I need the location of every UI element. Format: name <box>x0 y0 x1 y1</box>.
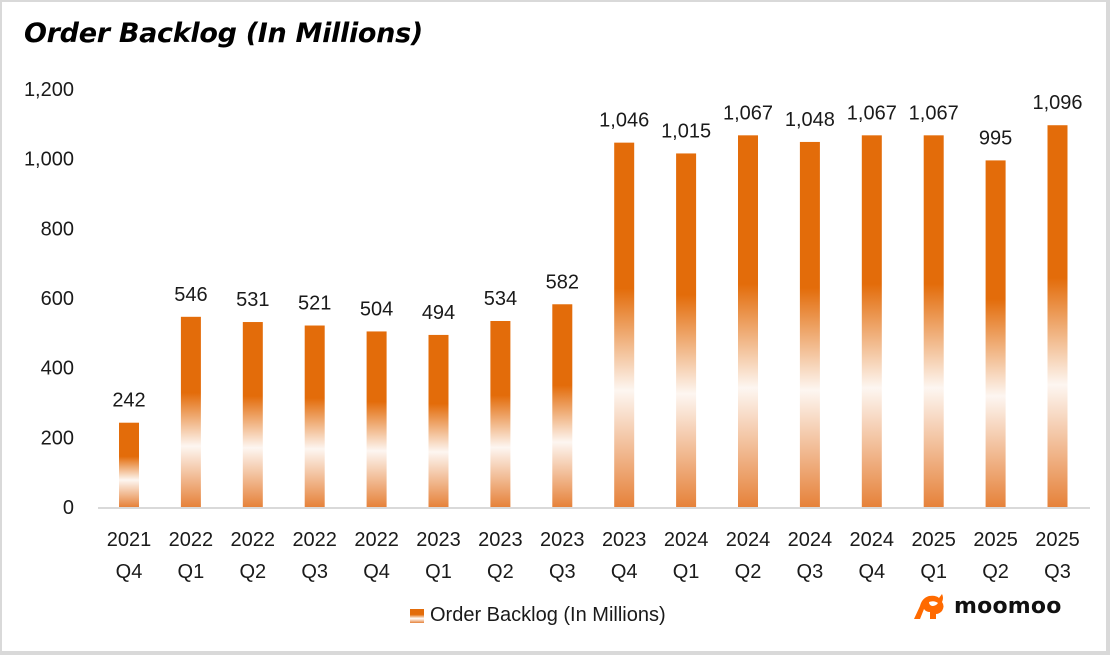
data-label: 1,096 <box>1032 92 1082 114</box>
bar <box>180 316 201 507</box>
x-tick-year: 2022 <box>354 529 399 551</box>
x-tick-year: 2025 <box>911 529 956 551</box>
x-tick-year: 2023 <box>416 529 461 551</box>
x-tick-year: 2022 <box>292 529 337 551</box>
data-label: 1,015 <box>661 120 711 142</box>
data-label: 1,067 <box>909 102 959 124</box>
x-tick-quarter: Q4 <box>363 561 390 583</box>
x-tick-quarter: Q4 <box>858 561 885 583</box>
x-tick-year: 2022 <box>231 529 276 551</box>
bar <box>985 160 1006 508</box>
bar <box>490 320 511 507</box>
x-tick-year: 2025 <box>1035 529 1080 551</box>
x-tick-year: 2023 <box>540 529 585 551</box>
y-axis: 0 200 400 600 800 1,000 1,200 <box>24 79 74 519</box>
data-label: 1,067 <box>847 102 897 124</box>
x-tick-quarter: Q4 <box>611 561 638 583</box>
bar <box>923 135 944 507</box>
y-tick-label: 0 <box>63 497 74 519</box>
x-tick-quarter: Q2 <box>735 561 762 583</box>
legend-swatch <box>410 608 424 623</box>
x-tick-year: 2024 <box>850 529 895 551</box>
x-tick-year: 2024 <box>788 529 833 551</box>
x-axis: 2021 Q4 2022 Q1 2022 Q2 2022 Q3 2022 Q4 2023 Q1 2023… <box>107 529 1080 583</box>
y-tick-label: 1,200 <box>24 79 74 101</box>
data-label: 1,067 <box>723 102 773 124</box>
x-tick-quarter: Q2 <box>982 561 1009 583</box>
x-tick-quarter: Q1 <box>920 561 947 583</box>
bar <box>119 422 139 507</box>
data-label: 534 <box>484 288 517 310</box>
data-label: 995 <box>979 127 1012 149</box>
bar <box>304 325 325 507</box>
bar <box>366 331 387 507</box>
bar <box>676 153 697 508</box>
x-tick-year: 2022 <box>169 529 214 551</box>
x-tick-quarter: Q2 <box>487 561 514 583</box>
bars <box>119 125 1068 508</box>
bar <box>428 334 449 507</box>
data-label: 1,048 <box>785 109 835 131</box>
bar <box>614 142 635 508</box>
x-tick-quarter: Q1 <box>178 561 205 583</box>
data-label: 546 <box>174 284 207 306</box>
x-tick-quarter: Q3 <box>1044 561 1071 583</box>
data-label: 1,046 <box>599 110 649 132</box>
x-tick-quarter: Q2 <box>239 561 266 583</box>
y-tick-label: 1,000 <box>24 149 74 171</box>
legend: Order Backlog (In Millions) <box>410 604 666 627</box>
x-tick-quarter: Q3 <box>549 561 576 583</box>
x-tick-quarter: Q1 <box>425 561 452 583</box>
data-label: 504 <box>360 298 393 320</box>
data-label: 521 <box>298 293 331 315</box>
data-labels: 242 546 531 521 504 494 534 582 1,046 1,015 1,067 1… <box>112 92 1082 411</box>
bar <box>738 135 758 507</box>
x-tick-quarter: Q3 <box>797 561 824 583</box>
x-tick-year: 2024 <box>726 529 771 551</box>
y-tick-label: 400 <box>41 358 74 380</box>
y-tick-label: 600 <box>41 288 74 310</box>
data-label: 242 <box>112 390 145 412</box>
bar <box>799 141 820 508</box>
y-tick-label: 800 <box>41 218 74 240</box>
data-label: 494 <box>422 302 455 324</box>
bar <box>242 322 263 507</box>
x-tick-year: 2021 <box>107 529 152 551</box>
x-tick-year: 2024 <box>664 529 709 551</box>
x-tick-year: 2023 <box>478 529 523 551</box>
data-label: 582 <box>546 271 579 293</box>
bar <box>552 304 573 507</box>
x-tick-quarter: Q1 <box>673 561 700 583</box>
x-tick-year: 2025 <box>973 529 1018 551</box>
chart-title: Order Backlog (In Millions) <box>24 18 423 49</box>
data-label: 531 <box>236 289 269 311</box>
x-tick-quarter: Q4 <box>116 561 143 583</box>
legend-label: Order Backlog (In Millions) <box>430 604 666 626</box>
brand-name: moomoo <box>954 593 1062 619</box>
y-tick-label: 200 <box>41 427 74 449</box>
x-tick-year: 2023 <box>602 529 647 551</box>
bar <box>1047 125 1068 507</box>
bar <box>861 135 882 507</box>
bull-logo-icon <box>914 594 944 619</box>
x-tick-quarter: Q3 <box>301 561 328 583</box>
moomoo-logo: moomoo <box>912 592 1062 620</box>
